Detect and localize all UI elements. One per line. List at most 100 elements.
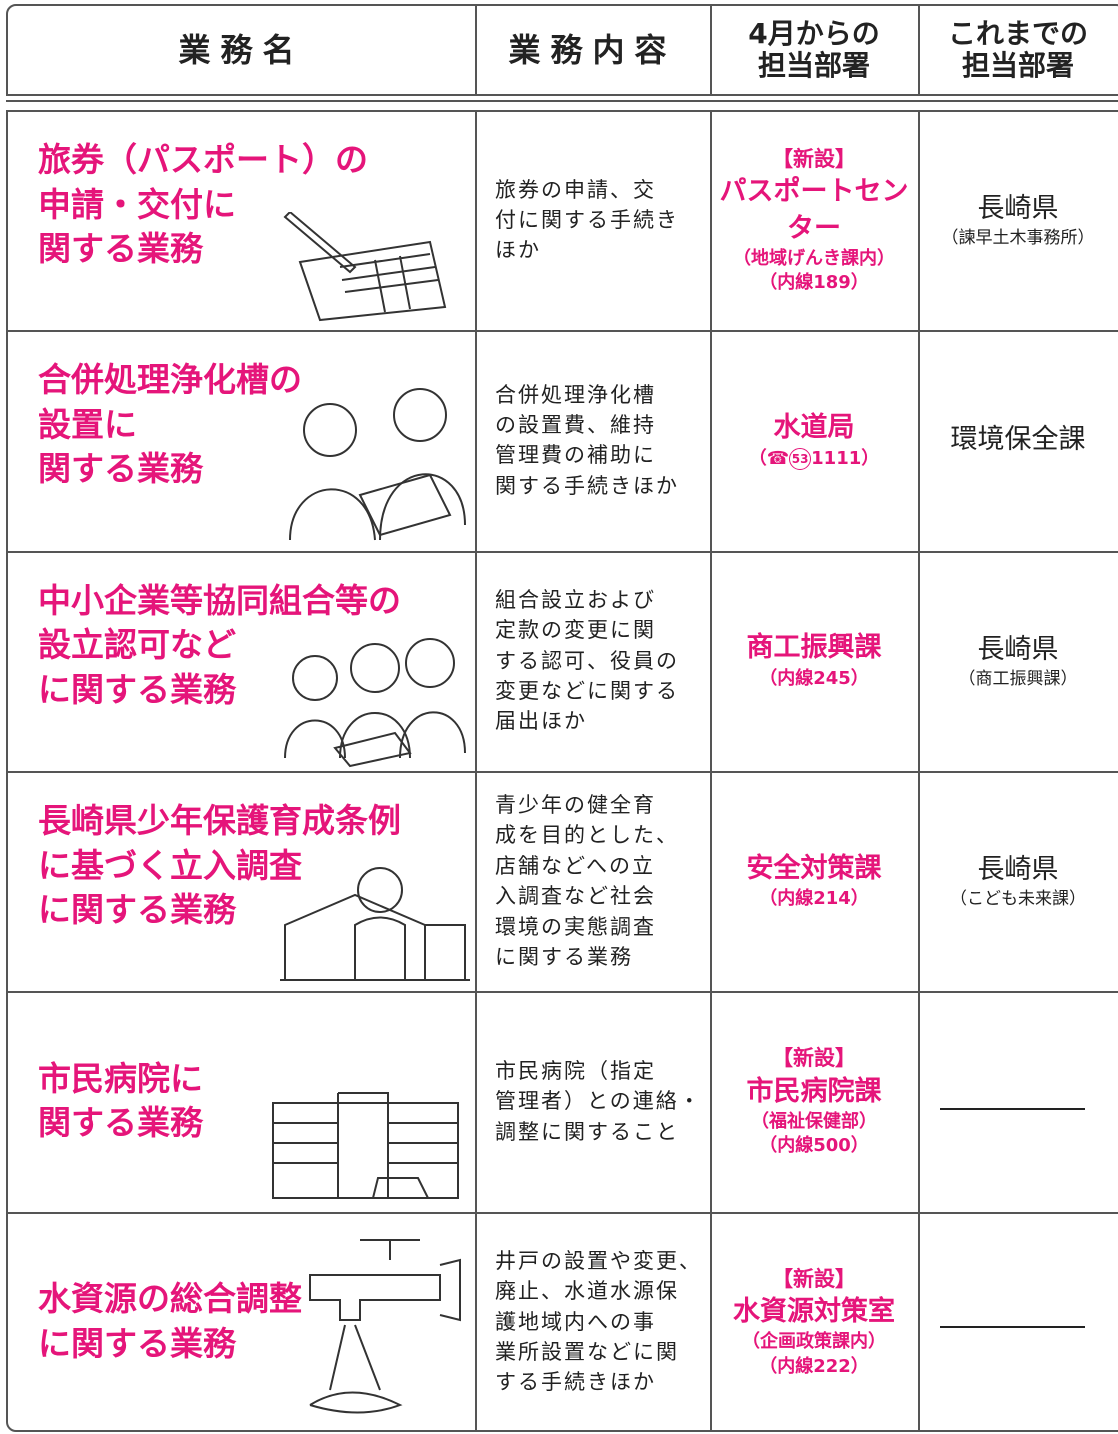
- previous-cell: 長崎県 （諫早土木事務所）: [918, 110, 1118, 330]
- col-rule: [710, 4, 712, 96]
- content-line: 関する手続きほか: [495, 473, 679, 498]
- content-line: 組合設立および: [495, 587, 656, 612]
- content-line: ほか: [495, 238, 541, 263]
- dept-cell: 商工振興課 （内線245）: [710, 551, 918, 771]
- content-line: 合併処理浄化槽: [495, 382, 656, 407]
- row-rule: [6, 771, 1118, 773]
- content-line: 成を目的とした、: [495, 823, 679, 848]
- name-cell: 市民病院に関する業務: [8, 991, 475, 1211]
- content-line: 廃止、水道水源保: [495, 1279, 679, 1304]
- phone-open: （☎: [748, 447, 790, 469]
- content-cell: 市民病院（指定管理者）との連絡・ 調整に関すること: [475, 991, 710, 1211]
- name-line: に関する業務: [38, 669, 236, 709]
- row-rule: [6, 550, 1118, 553]
- content-line: する認可、役員の: [495, 648, 679, 673]
- dept-note: （福祉保健部）: [751, 1111, 877, 1133]
- content-cell: 青少年の健全育 成を目的とした、 店舗などへの立 入調査など社会 環境の実態調査 に関する…: [475, 771, 710, 991]
- phone-rest: 1111）: [811, 447, 880, 469]
- content-line: に関する業務: [495, 945, 633, 970]
- previous-cell: 長崎県 （商工振興課）: [918, 551, 1118, 771]
- none-dash: [940, 1326, 1085, 1328]
- dept-name: 水資源対策室: [733, 1296, 895, 1327]
- dept-note: （内線214）: [759, 888, 869, 910]
- previous-note: （諫早土木事務所）: [941, 228, 1095, 249]
- content-line: 青少年の健全育: [495, 792, 656, 817]
- row-rule: [6, 1211, 1118, 1214]
- name-line: 関する業務: [38, 1103, 203, 1143]
- name-line: 合併処理浄化槽の: [38, 360, 302, 400]
- name-line: 設立認可など: [38, 625, 236, 665]
- name-line: 中小企業等協同組合等の: [38, 580, 401, 620]
- dept-phone: （☎ 53 1111）: [748, 447, 880, 471]
- col-rule: [918, 4, 920, 96]
- content-cell: 合併処理浄化槽 の設置費、維持 管理費の補助に 関する手続きほか: [475, 330, 710, 550]
- name-cell: 中小企業等協同組合等の 設立認可など に関する業務: [8, 551, 475, 771]
- content-cell: 井戸の設置や変更、 廃止、水道水源保 護地域内への事 業所設置などに関 する手続きほか: [475, 1212, 710, 1432]
- header-text: 業務内容: [508, 30, 677, 69]
- row-rule: [6, 330, 1118, 333]
- header-cell: 4月からの 担当部署: [710, 4, 918, 96]
- dept-name: 安全対策課: [746, 852, 882, 884]
- header-cell: 業務内容: [475, 4, 710, 96]
- header-frame: [6, 4, 1118, 96]
- meeting-illustration: [284, 638, 466, 768]
- name-line: 市民病院に: [38, 1058, 203, 1098]
- content-line: 管理費の補助に: [495, 443, 656, 468]
- none-dash: [940, 1108, 1085, 1110]
- name-cell: 長崎県少年保護育成条例 に基づく立入調査 に関する業務: [8, 771, 475, 991]
- header-line: 担当部署: [961, 49, 1074, 82]
- content-line: 護地域内への事: [495, 1309, 656, 1334]
- previous-note: （商工振興課）: [958, 668, 1078, 689]
- dept-note: （内線189）: [759, 272, 869, 294]
- content-line: 管理者）との連絡・: [495, 1089, 702, 1114]
- name-cell: 合併処理浄化槽の 設置に 関する業務: [8, 330, 475, 550]
- dept-cell: 安全対策課 （内線214）: [710, 771, 918, 991]
- previous-cell: 長崎県 （こども未来課）: [918, 771, 1118, 991]
- faucet-illustration: [309, 1239, 461, 1414]
- dept-note: （地域げんき課内）: [733, 248, 895, 269]
- content-cell: 旅券の申請、交 付に関する手続き ほか: [475, 110, 710, 330]
- content-line: の設置費、維持: [495, 413, 656, 438]
- dept-name: パスポートセンター: [719, 176, 909, 244]
- dept-note: （内線500）: [759, 1135, 869, 1157]
- content-line: 調整に関すること: [495, 1119, 679, 1144]
- header-line: 4月からの: [748, 16, 880, 50]
- previous-name: 長崎県: [977, 192, 1059, 224]
- name-cell: 旅券（パスポート）の 申請・交付に 関する業務: [8, 110, 475, 330]
- header-line: 担当部署: [757, 49, 870, 82]
- content-line: 旅券の申請、交: [495, 177, 656, 202]
- name-line: 旅券（パスポート）の: [38, 140, 368, 179]
- header-cell: これまでの 担当部署: [918, 4, 1118, 96]
- previous-note: （こども未来課）: [950, 889, 1086, 910]
- name-line: に基づく立入調査: [38, 845, 302, 885]
- name-line: 申請・交付に: [38, 184, 236, 224]
- content-line: 市民病院（指定: [495, 1058, 656, 1083]
- header-text: 業務名: [178, 30, 305, 69]
- header-cell: 業務名: [8, 4, 475, 96]
- name-line: に関する業務: [38, 1323, 236, 1363]
- content-line: 定款の変更に関: [495, 618, 656, 643]
- name-line: 設置に: [38, 404, 137, 444]
- form-illustration: [283, 212, 447, 322]
- content-line: 店舗などへの立: [495, 853, 655, 878]
- dept-cell: 水道局 （☎ 53 1111）: [710, 330, 918, 550]
- content-cell: 組合設立および 定款の変更に関 する認可、役員の 変更などに関する 届出ほか: [475, 551, 710, 771]
- content-line: 変更などに関する: [495, 679, 679, 704]
- dept-tag: 【新設】: [772, 1046, 856, 1071]
- dept-cell: 【新設】 市民病院課 （福祉保健部） （内線500）: [710, 991, 918, 1211]
- previous-name: 環境保全課: [950, 424, 1086, 456]
- name-cell: 水資源の総合調整 に関する業務: [8, 1212, 475, 1432]
- dept-cell: 【新設】 パスポートセンター （地域げんき課内） （内線189）: [710, 110, 918, 330]
- content-line: 届出ほか: [495, 709, 587, 734]
- dept-tag: 【新設】: [772, 1266, 856, 1291]
- name-line: に関する業務: [38, 890, 236, 930]
- name-line: 水資源の総合調整: [38, 1279, 302, 1319]
- content-line: 付に関する手続き: [495, 207, 679, 232]
- content-line: 入調査など社会: [495, 884, 656, 909]
- previous-name: 長崎県: [977, 633, 1059, 665]
- dept-name: 水道局: [773, 412, 855, 444]
- people-illustration: [289, 388, 466, 541]
- building-illustration: [280, 867, 470, 981]
- name-line: 長崎県少年保護育成条例: [38, 801, 401, 840]
